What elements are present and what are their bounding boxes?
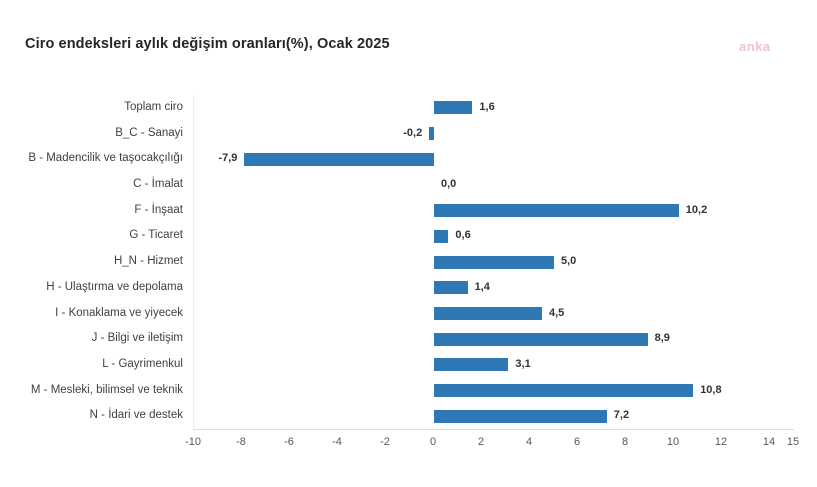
bar (434, 409, 607, 423)
bar (434, 383, 694, 397)
category-label: I - Konaklama ve yiyecek (55, 306, 183, 319)
x-tick-label: 14 (762, 436, 776, 448)
value-label: 1,6 (479, 101, 495, 113)
x-tick-label: -8 (236, 436, 246, 448)
value-label: 0,0 (441, 178, 457, 191)
category-label: J - Bilgi ve iletişim (91, 332, 183, 345)
value-label: -7,9 (218, 152, 238, 165)
category-axis: Toplam ciro B_C - Sanayi B - Madencilik ve… (0, 95, 183, 429)
value-label: 1,4 (474, 280, 490, 293)
x-tick-label: 8 (621, 436, 629, 448)
value-label: 10,2 (685, 203, 708, 216)
value-label: 3,1 (515, 357, 531, 370)
anka-logo: anka (739, 39, 771, 54)
bar (434, 358, 509, 372)
x-axis: -10 -8 -6 -4 -2 0 2 4 6 8 10 12 14 15 (185, 436, 799, 452)
plot-area: 1,6 -0,2 -7,9 0,0 10,2 0,6 5,0 1,4 4,5 8,9 3,1 10,8… (193, 95, 794, 430)
category-label: B - Madencilik ve taşocakçılığı (28, 152, 183, 165)
category-label: H - Ulaştırma ve depolama (46, 280, 183, 293)
x-tick-label: -6 (284, 436, 294, 448)
category-label: F - İnşaat (134, 203, 183, 216)
value-label: 7,2 (613, 409, 630, 422)
x-tick-label: -4 (332, 436, 342, 448)
value-label: -0,2 (403, 126, 423, 139)
category-label: B_C - Sanayi (115, 126, 183, 139)
chart-title: Ciro endeksleri aylık değişim oranları(%… (25, 36, 390, 52)
value-label: 10,8 (700, 383, 722, 396)
bar (434, 332, 648, 346)
category-label: G - Ticaret (129, 229, 183, 242)
bar (434, 255, 554, 269)
x-tick-label: 6 (573, 436, 581, 448)
category-label: L - Gayrimenkul (102, 357, 183, 370)
value-label: 5,0 (561, 255, 577, 268)
x-tick-label: 0 (429, 436, 437, 448)
bar (434, 281, 468, 295)
x-tick-label: 12 (714, 436, 728, 448)
value-label: 8,9 (654, 332, 670, 345)
bar (434, 306, 542, 320)
bar (434, 204, 679, 218)
x-tick-label: 15 (786, 436, 800, 448)
value-label: 4,5 (549, 306, 565, 319)
category-label: Toplam ciro (124, 101, 183, 113)
category-label: N - İdari ve destek (89, 409, 183, 422)
x-tick-label: -2 (380, 436, 390, 448)
x-tick-label: -10 (185, 436, 201, 448)
x-tick-label: 4 (525, 436, 533, 448)
x-tick-label: 10 (666, 436, 680, 448)
bar (434, 101, 473, 115)
category-label: C - İmalat (133, 178, 183, 191)
value-label: 0,6 (455, 229, 471, 242)
bar (434, 229, 449, 243)
bar (429, 127, 434, 141)
bar (244, 152, 434, 166)
x-tick-label: 2 (477, 436, 485, 448)
category-label: H_N - Hizmet (113, 255, 183, 268)
category-label: M - Mesleki, bilimsel ve teknik (30, 383, 183, 396)
